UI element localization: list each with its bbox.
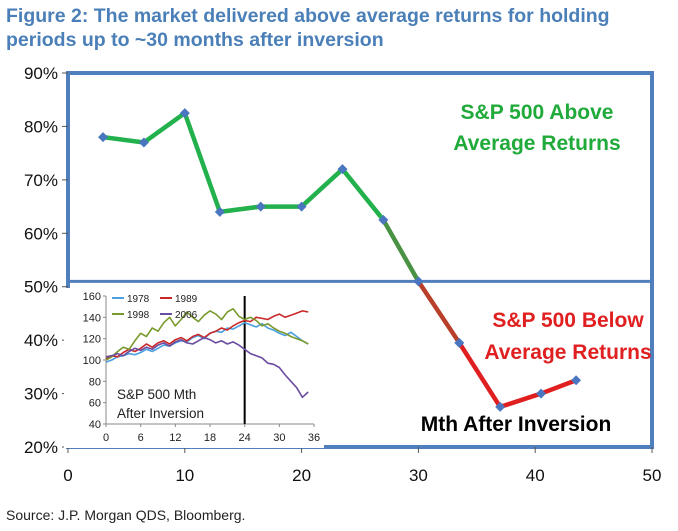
main-ticks: 20% 30% 40% 50% 60% 70% 80% 90% 0 10 20 30 40 50 (24, 64, 661, 485)
inset-x-tick-label: 30 (273, 432, 285, 444)
title-line-2: periods up to ~30 months after inversion (6, 29, 384, 51)
data-point (536, 388, 547, 399)
inset-y-tick-label: 100 (83, 355, 101, 367)
inset-y-tick-label: 40 (89, 419, 101, 431)
x-tick-label: 20 (292, 466, 311, 485)
inset-x-tick-label: 12 (169, 432, 181, 444)
data-point (378, 214, 389, 225)
data-point (255, 201, 266, 212)
inset-legend-label: 1998 (127, 310, 150, 321)
series-segment (100, 134, 147, 145)
inset-y-tick-label: 120 (83, 334, 101, 346)
inset-legend: 1978 1989 1998 2006 (112, 294, 198, 321)
y-tick-label: 20% (24, 438, 58, 457)
data-point (495, 401, 506, 412)
x-tick-label: 30 (409, 466, 428, 485)
y-tick-label: 60% (24, 224, 58, 243)
inset-x-tick-label: 24 (239, 432, 251, 444)
inset-x-tick-label: 18 (204, 432, 216, 444)
inset-y-tick-label: 80 (89, 376, 101, 388)
inset-series-1998 (105, 307, 309, 361)
series-segment (340, 166, 386, 223)
series-segment (381, 217, 421, 284)
below-label-line-1: S&P 500 Below (492, 309, 644, 332)
main-axes (66, 71, 654, 449)
inset-title-line-2: After Inversion (117, 406, 204, 421)
plot-frame (66, 71, 654, 449)
y-tick-label: 30% (24, 385, 58, 404)
inset-series (105, 307, 309, 399)
inset-x-tick-label: 0 (103, 432, 109, 444)
below-label-line-2: Average Returns (484, 341, 651, 364)
y-tick-label: 70% (24, 171, 58, 190)
above-label-line-2: Average Returns (453, 132, 620, 155)
data-point (179, 108, 190, 119)
main-chart: 20% 30% 40% 50% 60% 70% 80% 90% 0 10 20 30 40 50 S&P … (24, 64, 661, 485)
x-axis-caption: Mth After Inversion (421, 413, 612, 436)
inset-legend-label: 2006 (175, 310, 198, 321)
data-point (138, 137, 149, 148)
inset-x-tick-label: 36 (308, 432, 320, 444)
data-point (214, 206, 225, 217)
series-segment (141, 110, 188, 145)
main-markers (98, 108, 582, 412)
inset-ticks: 40 60 80 100 120 140 160 0 6 12 18 24 30 36 (83, 291, 320, 444)
y-tick-label: 50% (24, 278, 58, 297)
inset-y-tick-label: 140 (83, 312, 101, 324)
series-segment (299, 166, 345, 209)
y-tick-label: 40% (24, 331, 58, 350)
inset-legend-label: 1989 (175, 294, 198, 305)
above-label-line-1: S&P 500 Above (461, 101, 614, 124)
chart-title: Figure 2: The market delivered above ave… (6, 4, 672, 52)
inset-legend-label: 1978 (127, 294, 150, 305)
data-point (571, 375, 582, 386)
x-tick-label: 40 (526, 466, 545, 485)
inset-y-tick-label: 60 (89, 398, 101, 410)
title-line-1: Figure 2: The market delivered above ave… (6, 5, 610, 27)
data-point (413, 276, 424, 287)
main-series (100, 110, 579, 410)
x-tick-label: 10 (175, 466, 194, 485)
x-tick-label: 50 (643, 466, 662, 485)
source-note: Source: J.P. Morgan QDS, Bloomberg. (6, 507, 246, 523)
inset-x-tick-label: 6 (138, 432, 144, 444)
y-tick-label: 90% (24, 64, 58, 83)
x-tick-label: 0 (63, 466, 72, 485)
inset-series-2006 (105, 336, 309, 399)
y-tick-label: 80% (24, 117, 58, 136)
data-point (337, 164, 348, 175)
series-segment (182, 110, 223, 215)
inset-title-line-1: S&P 500 Mth (117, 387, 196, 402)
data-point (454, 337, 465, 348)
series-segment (217, 204, 263, 215)
series-segment (416, 279, 462, 346)
inset-series-1989 (105, 310, 309, 360)
series-segment (497, 391, 544, 410)
data-point (296, 201, 307, 212)
series-segment (538, 377, 579, 396)
series-segment (457, 340, 503, 410)
inset-y-tick-label: 160 (83, 291, 101, 303)
data-point (98, 132, 109, 143)
